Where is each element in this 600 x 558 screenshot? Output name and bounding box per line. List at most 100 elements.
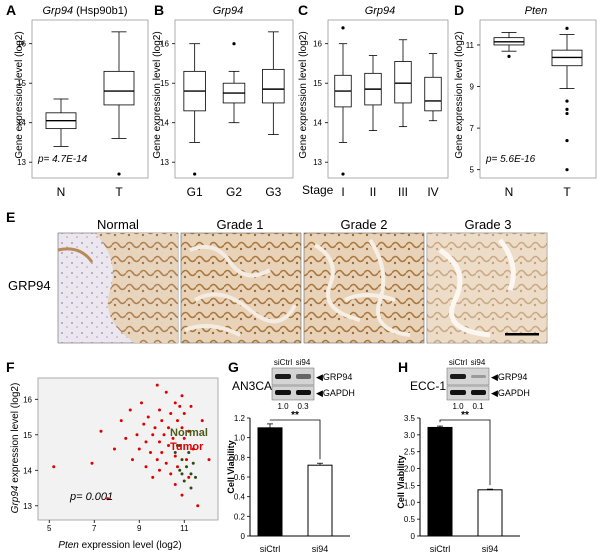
panel-b-xticks: G1 G2 G3 (187, 185, 282, 199)
x-tick-label: T (563, 185, 571, 199)
scatter-point-tumor (155, 383, 159, 387)
box-outlier (565, 111, 569, 116)
scatter-point-tumor (207, 458, 211, 462)
y-tick-label: 2.5 (404, 448, 416, 457)
panel-h-blot (446, 367, 490, 401)
scatter-point-normal (180, 472, 184, 476)
significance-label: ** (461, 410, 469, 421)
y-tick-label: 5 (470, 166, 475, 175)
box-outlier (565, 99, 569, 103)
scatter-point-tumor (173, 454, 177, 458)
panel-a-title: Grp94 (Hsp90b1) (43, 5, 128, 17)
scatter-point-tumor (196, 504, 200, 508)
panel-a-ylabel: Gene expression level (log2) (14, 31, 25, 158)
y-tick-label: 14 (313, 119, 322, 128)
box-outlier (565, 107, 569, 111)
scatter-point-tumor (135, 433, 139, 437)
scatter-point-tumor (131, 458, 134, 462)
y-tick-label: 0.5 (404, 515, 416, 524)
panel-e-col-grade2: Grade 2 (341, 217, 388, 232)
panel-e-col-grade3: Grade 3 (465, 217, 512, 232)
bar (307, 464, 333, 537)
y-tick-label: 1.0 (234, 434, 246, 443)
panel-d-frame (479, 19, 597, 179)
scatter-point-tumor (90, 461, 94, 465)
panel-g-cell-line: AN3CA (232, 379, 272, 393)
panel-e-row-label: GRP94 (8, 278, 51, 293)
scatter-point-tumor (160, 451, 164, 455)
x-tick-label: N (57, 185, 66, 199)
box-outlier (565, 168, 569, 172)
panel-h-cell-line: ECC-1 (410, 379, 446, 393)
scatter-point-tumor (113, 447, 116, 451)
panel-d-yticks: 11 9 7 5 (466, 41, 480, 175)
box-iqr (424, 76, 442, 112)
panel-h-blot-label-gapdh: ◀GAPDH (491, 388, 530, 398)
panel-f-yticks: 16 15 14 13 (23, 395, 38, 511)
scatter-point-tumor (200, 419, 204, 423)
scatter-point-tumor (160, 419, 164, 423)
panel-c-stage-label: Stage (302, 183, 334, 197)
panel-h-ylabel: Cell Viability (396, 455, 406, 508)
scatter-point-tumor (99, 429, 103, 433)
panel-a-pvalue: p= 4.7E-14 (37, 154, 88, 165)
y-tick-label: 1.2 (234, 414, 246, 423)
panel-letter-g: G (228, 359, 239, 375)
y-tick-label: 14 (17, 119, 26, 128)
y-tick-label: 16 (23, 395, 32, 404)
panel-g-blot-label-grp94: ◀GRP94 (316, 372, 352, 382)
y-tick-label: 1.5 (404, 481, 416, 490)
scatter-point-tumor (106, 497, 110, 501)
panel-letter-f: F (6, 359, 15, 375)
scatter-point-tumor (137, 447, 141, 451)
panel-letter-h: H (398, 359, 408, 375)
scatter-point-tumor (187, 429, 191, 433)
ihc-image-grade3 (426, 232, 548, 344)
panel-c-xticks: I II III IV (341, 185, 438, 199)
scatter-point-normal (180, 458, 184, 462)
panel-e-col-grade1: Grade 1 (217, 217, 264, 232)
panel-f-pvalue: p= 0.001 (69, 491, 113, 503)
scatter-point-normal (191, 461, 195, 465)
scale-bar (505, 333, 539, 336)
x-tick-label: III (398, 185, 408, 199)
scatter-point-tumor (167, 426, 170, 430)
scatter-point-tumor (180, 394, 184, 398)
panel-d-ylabel: Gene expression level (log2) (454, 31, 465, 158)
panel-c-title: Grp94 (365, 5, 396, 17)
scatter-point-normal (187, 451, 191, 455)
panel-g-xticks: siCtrl si94 (260, 544, 329, 554)
scatter-point-tumor (187, 475, 191, 479)
y-tick-label: 15 (160, 79, 169, 88)
scatter-point-tumor (128, 408, 132, 412)
scatter-point-tumor (124, 436, 128, 440)
box-outlier (341, 26, 345, 30)
scatter-point-tumor (158, 468, 161, 472)
scatter-point-tumor (155, 458, 159, 462)
panel-c-ylabel: Gene expression level (log2) (298, 31, 309, 158)
scatter-point-tumor (176, 419, 179, 423)
y-tick-label: 11 (466, 41, 475, 50)
y-tick-label: 0 (411, 532, 416, 541)
box-outlier (117, 172, 121, 176)
bar (427, 426, 453, 537)
panel-a-frame (31, 19, 149, 179)
scatter-point-tumor (146, 415, 150, 419)
panel-g-lane-2: si94 (296, 358, 311, 367)
panel-h-blot-label-grp94: ◀GRP94 (491, 372, 527, 382)
scatter-point-normal (194, 475, 197, 479)
scatter-point-tumor (189, 404, 193, 408)
panel-b-yticks: 16 15 14 13 (160, 40, 175, 167)
scatter-point-tumor (191, 447, 195, 451)
panel-c-frame (327, 19, 449, 179)
panel-h-quant-2: 0.1 (472, 402, 484, 411)
scatter-point-tumor (119, 419, 123, 423)
scatter-point-normal (189, 472, 193, 476)
y-tick-label: 13 (23, 502, 32, 511)
panel-f-ylabel: Grp94 expression level (log2) (10, 383, 21, 514)
y-tick-label: 0.8 (234, 453, 246, 462)
ihc-image-normal (57, 232, 179, 344)
